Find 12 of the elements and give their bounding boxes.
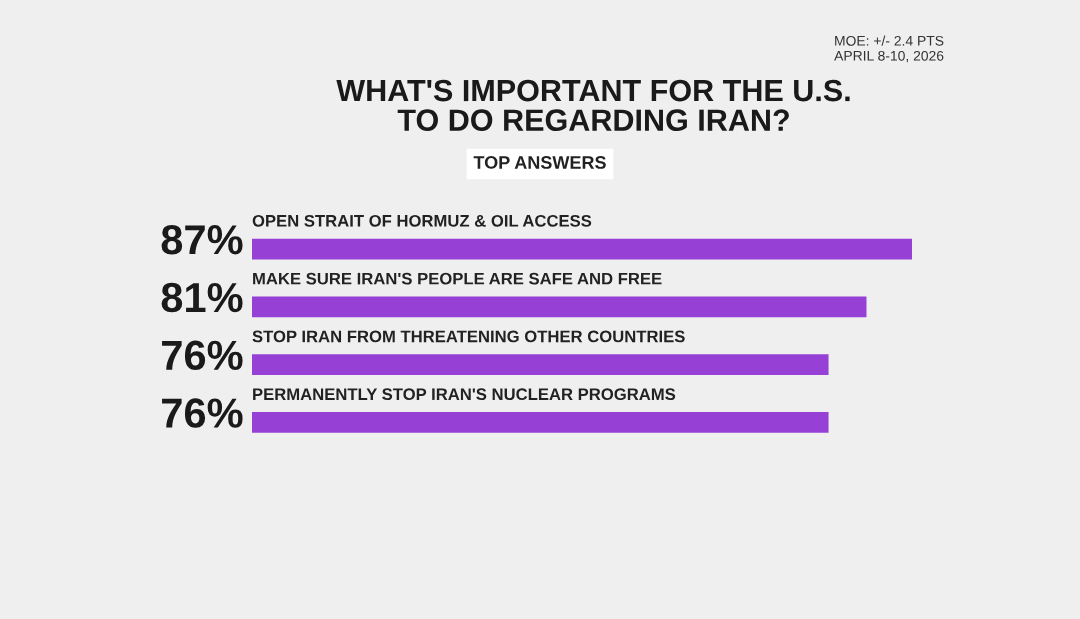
data-label: 76% — [162, 398, 243, 428]
data-label: 76% — [162, 340, 243, 371]
y-tick-label: MAKE SURE IRAN'S PEOPLE ARE SAFE AND FREE — [253, 272, 662, 285]
data-label: 87% — [161, 225, 243, 255]
data-label: 81% — [161, 282, 243, 313]
y-tick-label: OPEN STRAIT OF HORMUZ & OIL ACCESS — [252, 214, 592, 227]
y-tick-label: STOP IRAN FROM THREATENING OTHER COUNTRIES — [252, 330, 685, 343]
text: MOE: +/- 2.4 PTS — [835, 35, 944, 46]
text: APRIL 8-10, 2026 — [834, 50, 944, 63]
chart-subtitle: TOP ANSWERS — [473, 156, 606, 169]
chart-title: WHAT'S IMPORTANT FOR THE U.S. TO DO REGARDING IRAN? — [336, 79, 850, 131]
y-tick-label: PERMANENTLY STOP IRAN'S NUCLEAR PROGRAMS — [253, 388, 676, 401]
